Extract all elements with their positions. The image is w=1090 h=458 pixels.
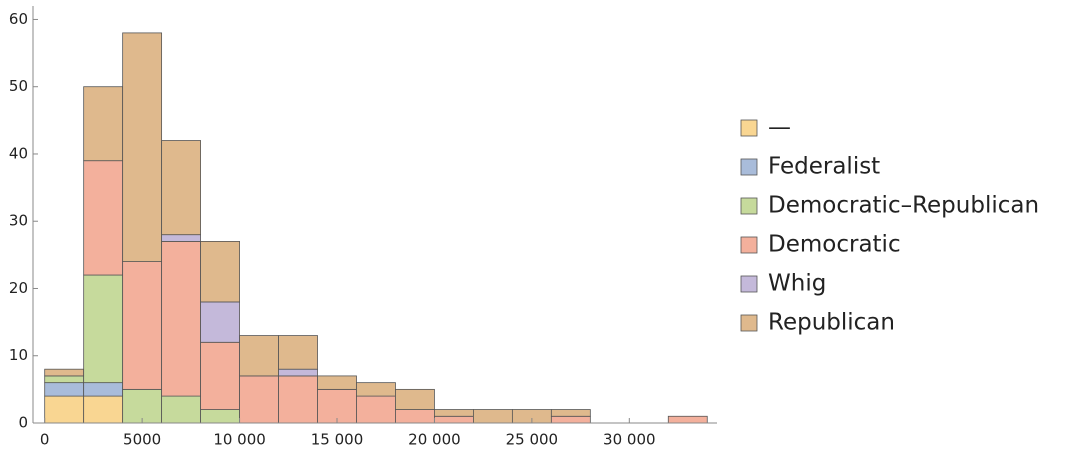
legend-swatch [740, 197, 758, 215]
x-tick-label: 0 [40, 431, 50, 449]
x-tick-label: 15 000 [311, 431, 364, 449]
bar-segment [667, 415, 708, 424]
bar-segment [356, 395, 396, 424]
bar-segment [83, 395, 124, 424]
x-tick-label: 30 000 [603, 431, 656, 449]
legend-swatch [740, 158, 758, 176]
legend-label: Democratic–Republican [768, 193, 1039, 219]
legend-swatch [740, 314, 758, 332]
bar-segment [83, 160, 124, 276]
y-tick-label: 0 [18, 414, 28, 432]
bar-segment [395, 388, 435, 410]
bar-segment [278, 368, 318, 377]
legend-swatch [740, 119, 758, 137]
bar-segment [44, 395, 85, 424]
y-tick-label: 50 [9, 77, 28, 95]
bar-segment [239, 335, 279, 377]
bar-segment [161, 140, 201, 236]
bar-segment [278, 375, 318, 424]
legend-label: Republican [768, 310, 895, 336]
bar-segment [200, 409, 240, 424]
legend-label: Federalist [768, 154, 880, 180]
bar-segment [122, 32, 163, 262]
legend-swatch [740, 275, 758, 293]
bar-segment [317, 375, 357, 390]
bar-segment [44, 375, 85, 384]
bar-segment [83, 382, 124, 397]
bar-segment [356, 382, 396, 397]
bar-segment [395, 409, 435, 424]
bar-segment [161, 241, 201, 397]
bar-segment [122, 261, 163, 390]
y-tick-label: 20 [9, 279, 28, 297]
x-tick-label: 20 000 [408, 431, 461, 449]
x-tick-label: 5000 [123, 431, 161, 449]
bar-segment [434, 409, 474, 417]
bar-segment [278, 335, 318, 370]
y-tick-label: 10 [9, 346, 28, 364]
bar-segment [200, 241, 240, 303]
bar-segment [550, 415, 591, 424]
bar-segment [239, 375, 279, 424]
x-tick-label: 25 000 [506, 431, 559, 449]
bar-segment [122, 388, 163, 424]
y-tick-label: 60 [9, 10, 28, 28]
legend-label: — [768, 115, 791, 141]
y-tick-label: 30 [9, 212, 28, 230]
bar-segment [200, 301, 240, 343]
bar-segment [44, 368, 85, 377]
bar-segment [44, 382, 85, 397]
bar-segment [161, 395, 201, 424]
bar-segment [200, 341, 240, 410]
bar-segment [317, 388, 357, 424]
y-tick-label: 40 [9, 144, 28, 162]
legend-label: Democratic [768, 232, 901, 258]
bar-segment [473, 409, 513, 424]
bar-segment [83, 86, 124, 162]
bar-segment [83, 274, 124, 384]
bar-segment [161, 234, 201, 242]
bar-segment [434, 415, 474, 424]
bar-segment [550, 409, 591, 417]
x-tick-label: 10 000 [213, 431, 266, 449]
legend-swatch [740, 236, 758, 254]
legend-label: Whig [768, 271, 826, 297]
